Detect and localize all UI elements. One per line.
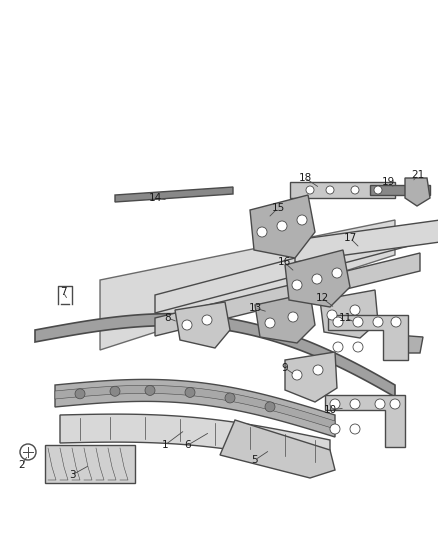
Circle shape xyxy=(225,393,235,403)
Circle shape xyxy=(333,342,343,352)
Circle shape xyxy=(292,280,302,290)
Circle shape xyxy=(306,186,314,194)
Circle shape xyxy=(391,317,401,327)
Text: 1: 1 xyxy=(162,440,168,450)
Circle shape xyxy=(110,386,120,396)
Polygon shape xyxy=(100,220,395,350)
Text: 13: 13 xyxy=(248,303,261,313)
Circle shape xyxy=(332,268,342,278)
Circle shape xyxy=(75,389,85,399)
Circle shape xyxy=(277,221,287,231)
Circle shape xyxy=(327,310,337,320)
Text: 15: 15 xyxy=(272,203,285,213)
Text: 17: 17 xyxy=(343,233,357,243)
Circle shape xyxy=(326,186,334,194)
Polygon shape xyxy=(290,182,395,198)
Text: 7: 7 xyxy=(60,287,66,297)
Circle shape xyxy=(265,318,275,328)
Circle shape xyxy=(312,274,322,284)
Polygon shape xyxy=(396,335,423,353)
Polygon shape xyxy=(155,225,420,313)
Text: 18: 18 xyxy=(298,173,311,183)
Text: 2: 2 xyxy=(19,460,25,470)
Circle shape xyxy=(330,424,340,434)
Circle shape xyxy=(353,317,363,327)
Polygon shape xyxy=(115,187,233,202)
Circle shape xyxy=(373,317,383,327)
Bar xyxy=(45,445,135,483)
Text: 21: 21 xyxy=(411,170,424,180)
Polygon shape xyxy=(285,250,350,307)
Circle shape xyxy=(265,402,275,412)
Text: 10: 10 xyxy=(323,405,336,415)
Circle shape xyxy=(350,305,360,315)
Polygon shape xyxy=(320,290,378,338)
Circle shape xyxy=(185,387,195,398)
Circle shape xyxy=(292,370,302,380)
Circle shape xyxy=(288,312,298,322)
Text: 5: 5 xyxy=(252,455,258,465)
Circle shape xyxy=(202,315,212,325)
Text: 14: 14 xyxy=(148,193,162,203)
Circle shape xyxy=(330,399,340,409)
Polygon shape xyxy=(60,414,330,468)
Polygon shape xyxy=(220,420,335,478)
Text: 12: 12 xyxy=(315,293,328,303)
Polygon shape xyxy=(55,385,335,429)
Circle shape xyxy=(333,317,343,327)
Polygon shape xyxy=(155,253,420,336)
Circle shape xyxy=(350,424,360,434)
Polygon shape xyxy=(285,352,337,402)
Polygon shape xyxy=(35,314,395,397)
Text: 3: 3 xyxy=(69,470,75,480)
Polygon shape xyxy=(328,315,408,360)
Circle shape xyxy=(350,399,360,409)
Polygon shape xyxy=(325,395,405,447)
Circle shape xyxy=(145,385,155,395)
Text: 19: 19 xyxy=(381,177,395,187)
Polygon shape xyxy=(405,178,430,206)
Polygon shape xyxy=(55,379,335,437)
Circle shape xyxy=(351,186,359,194)
Polygon shape xyxy=(295,220,438,262)
Polygon shape xyxy=(370,185,430,195)
Polygon shape xyxy=(175,302,230,348)
Circle shape xyxy=(297,215,307,225)
Circle shape xyxy=(353,342,363,352)
Polygon shape xyxy=(255,293,315,343)
Text: 6: 6 xyxy=(185,440,191,450)
Text: 8: 8 xyxy=(165,313,171,323)
Text: 9: 9 xyxy=(282,363,288,373)
Circle shape xyxy=(375,399,385,409)
Circle shape xyxy=(374,186,382,194)
Polygon shape xyxy=(250,195,315,258)
Text: 11: 11 xyxy=(339,313,352,323)
Circle shape xyxy=(390,399,400,409)
Circle shape xyxy=(257,227,267,237)
Circle shape xyxy=(182,320,192,330)
Circle shape xyxy=(313,365,323,375)
Text: 16: 16 xyxy=(277,257,291,267)
Circle shape xyxy=(20,444,36,460)
